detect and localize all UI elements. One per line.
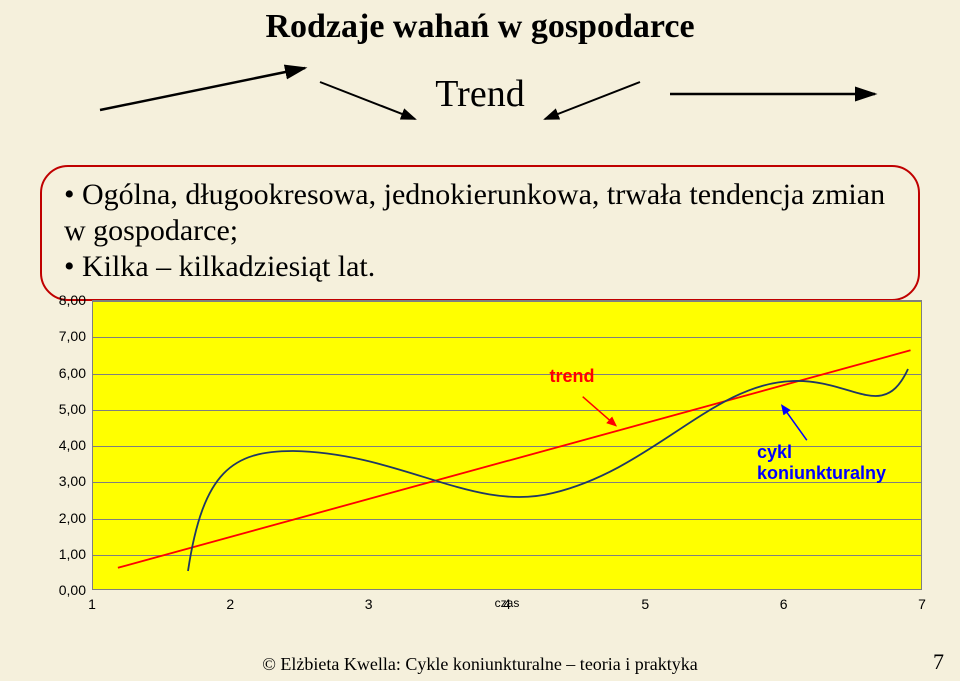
x-tick-label: 6 xyxy=(774,596,794,612)
y-tick-label: 7,00 xyxy=(40,328,86,344)
x-tick-label: 1 xyxy=(82,596,102,612)
y-tick-label: 8,00 xyxy=(40,292,86,308)
chart-plot: trend cykl koniunkturalny xyxy=(92,300,922,590)
subtitle-row: Trend xyxy=(0,54,960,144)
chart: 0,001,002,003,004,005,006,007,008,00 tre… xyxy=(40,300,930,630)
arrow-top-right xyxy=(660,74,890,114)
y-tick-label: 3,00 xyxy=(40,473,86,489)
arrow-top-left xyxy=(90,60,320,120)
y-tick-label: 2,00 xyxy=(40,510,86,526)
arrow-into-subtitle-left xyxy=(310,74,430,134)
trend-pointer xyxy=(583,397,616,426)
arrow-into-subtitle-right xyxy=(530,74,650,134)
y-tick-label: 1,00 xyxy=(40,546,86,562)
cycle-pointer xyxy=(782,405,807,440)
cycle-label: cykl koniunkturalny xyxy=(757,442,921,484)
x-tick-label: 3 xyxy=(359,596,379,612)
subtitle: Trend xyxy=(435,72,524,116)
page-number: 7 xyxy=(933,649,944,675)
x-tick-label: 2 xyxy=(220,596,240,612)
trend-label: trend xyxy=(550,366,595,387)
x-axis-title: czas xyxy=(495,596,520,610)
y-tick-label: 4,00 xyxy=(40,437,86,453)
y-tick-label: 0,00 xyxy=(40,582,86,598)
x-tick-label: 7 xyxy=(912,596,932,612)
bullet-2: Kilka – kilkadziesiąt lat. xyxy=(64,249,896,285)
bullet-1: Ogólna, długookresowa, jednokierunkowa, … xyxy=(64,177,896,249)
y-tick-label: 5,00 xyxy=(40,401,86,417)
footer: © Elżbieta Kwella: Cykle koniunkturalne … xyxy=(0,654,960,675)
y-tick-label: 6,00 xyxy=(40,365,86,381)
bullet-box: Ogólna, długookresowa, jednokierunkowa, … xyxy=(40,165,920,301)
page-title: Rodzaje wahań w gospodarce xyxy=(0,0,960,46)
x-tick-label: 5 xyxy=(635,596,655,612)
